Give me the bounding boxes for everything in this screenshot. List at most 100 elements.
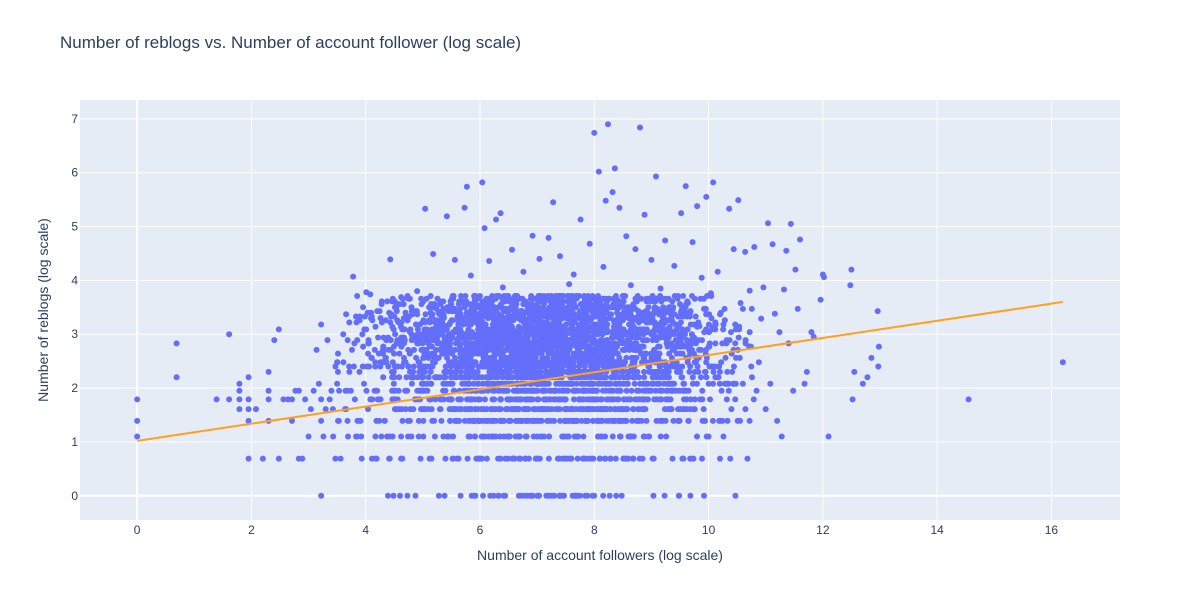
data-point <box>643 417 650 424</box>
data-point <box>662 417 669 424</box>
data-point <box>375 350 382 357</box>
data-point <box>426 455 433 462</box>
data-point <box>716 380 723 387</box>
data-point <box>472 359 479 366</box>
data-point <box>737 300 744 306</box>
data-point <box>392 331 399 338</box>
data-point <box>265 368 272 375</box>
data-point <box>750 396 757 403</box>
data-point <box>712 363 719 370</box>
data-point <box>503 406 510 413</box>
data-point <box>502 455 509 462</box>
data-point <box>679 374 686 381</box>
data-point <box>688 331 695 338</box>
data-point <box>577 396 584 403</box>
data-point <box>522 387 529 394</box>
data-point <box>649 455 656 462</box>
data-point <box>505 293 512 299</box>
data-point <box>334 368 341 375</box>
data-point <box>589 387 596 394</box>
data-point <box>606 417 613 424</box>
data-point <box>602 455 609 462</box>
data-point <box>363 387 370 394</box>
data-point <box>564 417 571 424</box>
data-point <box>739 380 746 387</box>
data-point <box>226 331 233 338</box>
data-point <box>729 368 736 375</box>
data-point <box>457 374 464 381</box>
data-point <box>553 380 560 387</box>
data-point <box>545 234 552 241</box>
data-point <box>479 179 486 186</box>
data-point <box>699 387 706 394</box>
data-point <box>236 396 243 403</box>
data-point <box>607 455 614 462</box>
data-point <box>516 433 523 440</box>
x-tick-label: 10 <box>702 523 716 537</box>
data-point <box>354 293 361 299</box>
data-point <box>440 387 447 394</box>
data-point <box>461 417 468 424</box>
data-point <box>315 380 322 387</box>
data-point <box>720 433 727 440</box>
data-point <box>406 417 413 424</box>
data-point <box>545 455 552 462</box>
data-point <box>623 354 630 361</box>
data-point <box>720 326 727 333</box>
data-point <box>774 417 781 424</box>
data-point <box>641 211 648 218</box>
data-point <box>441 492 448 499</box>
data-point <box>386 309 393 316</box>
data-point <box>457 305 464 312</box>
data-point <box>684 298 691 305</box>
data-point <box>391 396 398 403</box>
y-tick-label: 2 <box>71 381 78 395</box>
data-point <box>651 304 658 311</box>
data-point <box>474 380 481 387</box>
data-point <box>706 340 713 347</box>
data-point <box>415 433 422 440</box>
data-point <box>703 374 710 381</box>
data-point <box>595 380 602 387</box>
data-point <box>453 368 460 375</box>
data-point <box>755 359 762 366</box>
data-point <box>676 301 683 308</box>
data-point <box>365 406 371 413</box>
data-point <box>666 323 673 330</box>
data-point <box>451 417 458 424</box>
data-point <box>378 433 385 440</box>
data-point <box>465 380 472 387</box>
data-point <box>662 396 669 403</box>
data-point <box>372 323 379 330</box>
data-point <box>698 274 705 281</box>
data-point <box>518 374 525 381</box>
data-point <box>392 387 399 394</box>
data-point <box>660 380 667 387</box>
data-point <box>575 433 582 440</box>
data-point <box>408 368 415 375</box>
data-point <box>443 368 450 375</box>
data-point <box>532 406 539 413</box>
data-point <box>582 492 589 499</box>
data-point <box>236 406 243 413</box>
data-point <box>714 268 721 275</box>
data-point <box>499 284 506 291</box>
data-point <box>808 329 815 336</box>
data-point <box>687 308 694 315</box>
data-point <box>336 387 343 394</box>
data-point <box>638 343 645 350</box>
data-point <box>539 406 546 413</box>
data-point <box>613 396 620 403</box>
data-point <box>340 331 347 338</box>
data-point <box>690 406 697 413</box>
data-point <box>567 368 574 375</box>
data-point <box>727 455 734 462</box>
data-point <box>628 354 635 361</box>
data-point <box>545 368 552 375</box>
data-point <box>443 213 450 220</box>
data-point <box>372 363 379 370</box>
data-point <box>719 417 726 424</box>
data-point <box>669 455 676 462</box>
data-point <box>390 492 397 499</box>
data-point <box>710 368 717 375</box>
